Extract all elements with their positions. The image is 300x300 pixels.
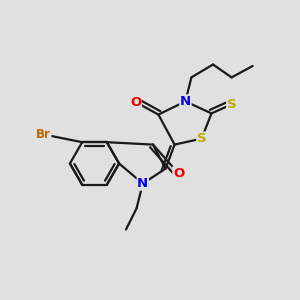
Text: N: N bbox=[180, 95, 191, 108]
Text: S: S bbox=[197, 132, 206, 145]
Text: O: O bbox=[173, 167, 184, 180]
Text: Br: Br bbox=[36, 128, 51, 141]
Text: O: O bbox=[130, 95, 141, 109]
Text: S: S bbox=[227, 98, 236, 111]
Text: N: N bbox=[137, 177, 148, 190]
